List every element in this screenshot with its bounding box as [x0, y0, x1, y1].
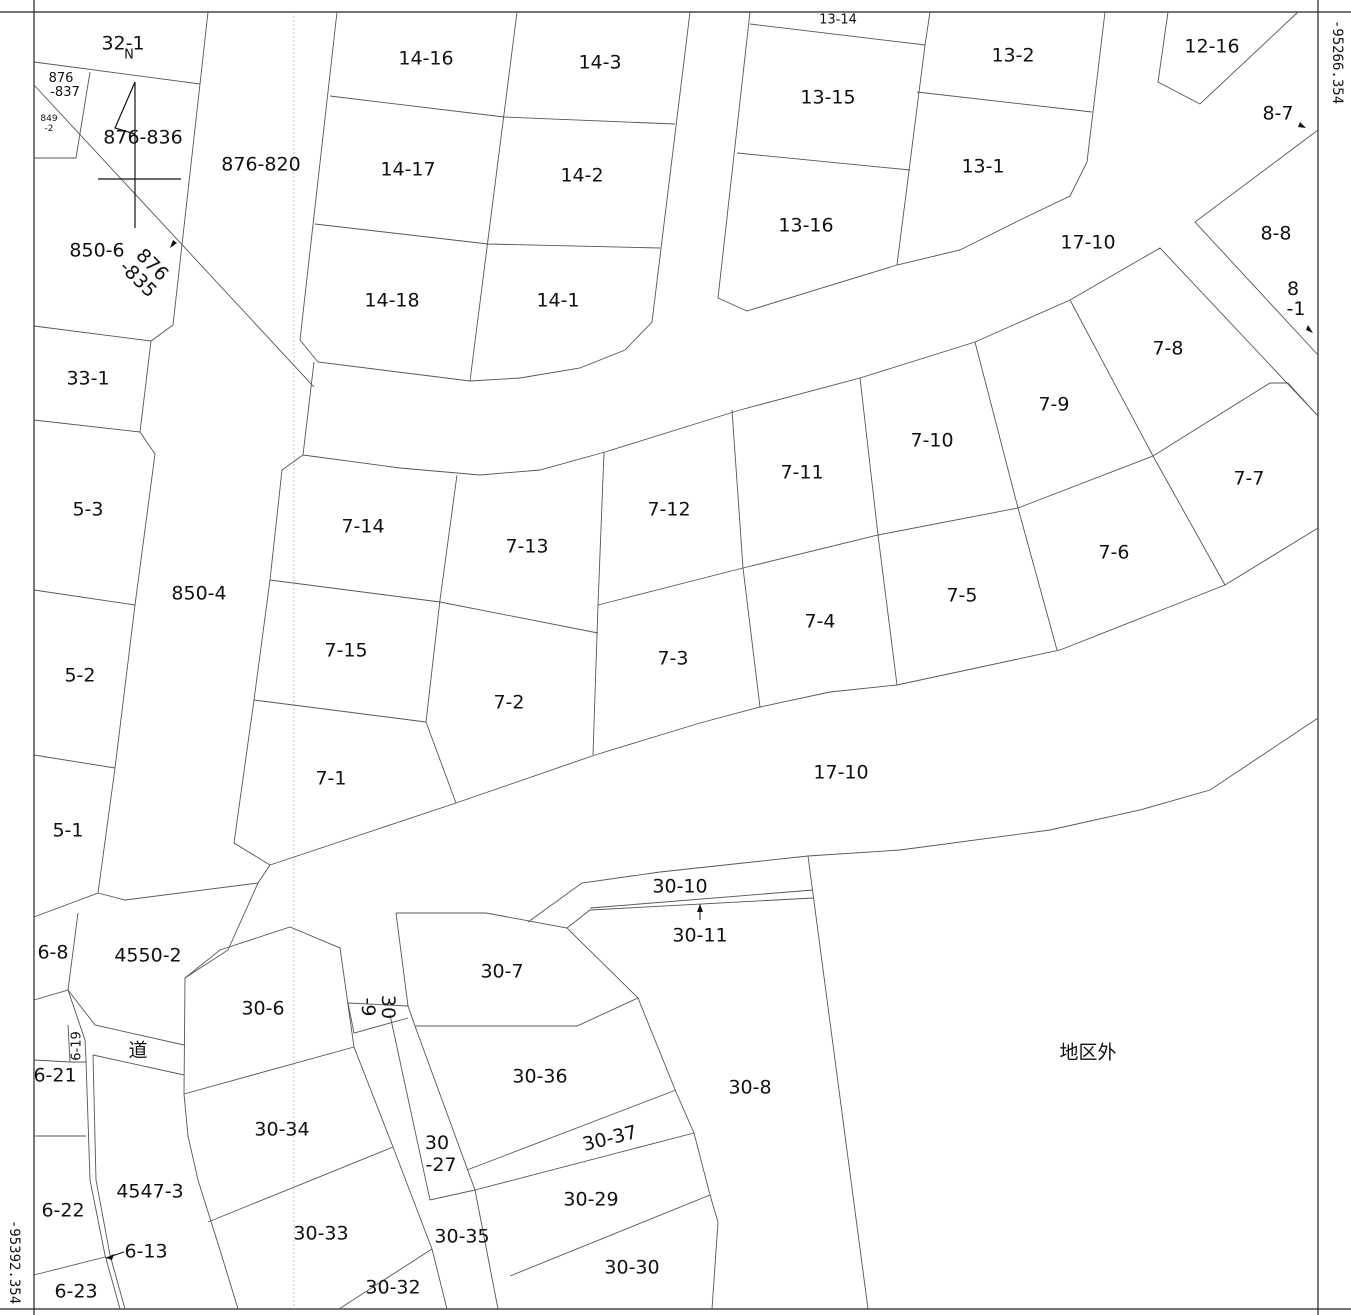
parcel-label-5-1: 5-1: [52, 820, 83, 842]
parcel-label-14-1: 14-1: [536, 290, 579, 312]
parcel-label-14-17: 14-17: [380, 159, 435, 181]
parcel-label-30-10: 30-10: [652, 876, 707, 898]
parcel-label-13-2: 13-2: [991, 45, 1034, 67]
parcel-label-6-19: 6-19: [70, 1031, 85, 1061]
parcel-label-7-3: 7-3: [657, 648, 688, 670]
parcel-label-30-9: 30-9: [358, 995, 400, 1019]
leader-arrows: [105, 122, 1313, 1260]
parcel-label-30-6: 30-6: [241, 998, 284, 1020]
parcel-label-7-7: 7-7: [1233, 468, 1264, 490]
parcel-label-30-32: 30-32: [365, 1277, 420, 1299]
parcel-label-7-15: 7-15: [324, 640, 367, 662]
parcel-boundaries: [33, 11, 1319, 1310]
parcel-label-6-23: 6-23: [54, 1281, 97, 1303]
parcel-label-14-18: 14-18: [364, 290, 419, 312]
parcel-label-30-8: 30-8: [728, 1077, 771, 1099]
parcel-label-13-16: 13-16: [778, 215, 833, 237]
parcel-label-7-5: 7-5: [946, 585, 977, 607]
parcel-label-4550-2: 4550-2: [114, 945, 181, 967]
parcel-label-7-8: 7-8: [1152, 338, 1183, 360]
parcel-label-17-10-upper: 17-10: [1060, 232, 1115, 254]
parcel-label-30-37: 30-37: [580, 1121, 639, 1156]
parcel-label-14-2: 14-2: [560, 165, 603, 187]
parcel-label-30-35: 30-35: [434, 1226, 489, 1248]
parcel-label-30-34: 30-34: [254, 1119, 309, 1141]
parcel-label-7-9: 7-9: [1038, 394, 1069, 416]
parcel-label-6-8: 6-8: [37, 942, 68, 964]
parcel-label-7-14: 7-14: [341, 516, 384, 538]
parcel-label-7-13: 7-13: [505, 536, 548, 558]
road-label: 道: [128, 1040, 147, 1062]
parcel-label-33-1: 33-1: [66, 368, 109, 390]
parcel-label-30-7: 30-7: [480, 961, 523, 983]
parcel-label-850-6: 850-6: [69, 240, 124, 262]
parcel-label-4547-3: 4547-3: [116, 1181, 183, 1203]
parcel-labels: 32-1 876 -837 849 -2 876-836 876-820 850-6…: [33, 13, 1305, 1303]
parcel-label-7-10: 7-10: [910, 430, 953, 452]
north-label: N: [124, 48, 134, 63]
coordinate-right: -95266.354: [1329, 20, 1345, 104]
parcel-label-5-2: 5-2: [64, 665, 95, 687]
parcel-label-5-3: 5-3: [72, 499, 103, 521]
parcel-label-7-2: 7-2: [493, 692, 524, 714]
parcel-label-30-33: 30-33: [293, 1223, 348, 1245]
parcel-label-30-27: 30 -27: [425, 1132, 457, 1176]
parcel-label-14-16: 14-16: [398, 48, 453, 70]
parcel-label-17-10-lower: 17-10: [813, 762, 868, 784]
parcel-label-6-22: 6-22: [41, 1200, 84, 1222]
parcel-label-13-1: 13-1: [961, 156, 1004, 178]
parcel-label-30-36: 30-36: [512, 1066, 567, 1088]
parcel-label-13-15: 13-15: [800, 87, 855, 109]
parcel-label-6-13: 6-13: [124, 1241, 167, 1263]
parcel-label-14-3: 14-3: [578, 52, 621, 74]
parcel-label-850-4: 850-4: [171, 583, 226, 605]
parcel-label-13-14: 13-14: [819, 13, 857, 28]
parcel-label-8-7: 8-7: [1262, 103, 1293, 125]
parcel-label-8-8: 8-8: [1260, 223, 1291, 245]
parcel-label-12-16: 12-16: [1184, 36, 1239, 58]
parcel-label-30-11: 30-11: [672, 925, 727, 947]
parcel-label-7-4: 7-4: [804, 611, 835, 633]
parcel-label-32-1: 32-1: [101, 33, 144, 55]
parcel-label-6-21: 6-21: [33, 1065, 76, 1087]
parcel-label-8-1: 8 -1: [1287, 278, 1306, 320]
parcel-label-7-6: 7-6: [1098, 542, 1129, 564]
coordinate-left: -95392.354: [6, 1220, 22, 1304]
parcel-label-7-12: 7-12: [647, 499, 690, 521]
outside-area-label: 地区外: [1059, 1042, 1116, 1064]
parcel-label-7-11: 7-11: [780, 462, 823, 484]
parcel-label-876-836: 876-836: [103, 127, 182, 149]
parcel-label-7-1: 7-1: [315, 768, 346, 790]
parcel-label-30-30: 30-30: [604, 1257, 659, 1279]
parcel-label-849-2: 849 -2: [40, 114, 57, 134]
parcel-label-876-837: 876 -837: [49, 71, 80, 100]
parcel-label-876-820: 876-820: [221, 154, 300, 176]
north-arrow-icon: N: [98, 48, 181, 228]
parcel-label-30-29: 30-29: [563, 1189, 618, 1211]
